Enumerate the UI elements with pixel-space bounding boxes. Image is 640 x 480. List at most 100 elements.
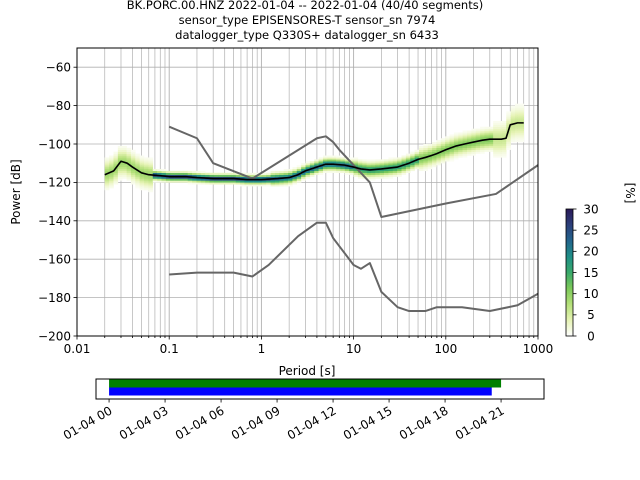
heatmap-cell <box>458 140 463 143</box>
heatmap-cell <box>117 151 123 154</box>
heatmap-cell <box>418 168 424 172</box>
heatmap-cell <box>309 172 315 175</box>
heatmap-cell <box>196 172 202 175</box>
heatmap-cell <box>209 178 215 181</box>
heatmap-cell <box>497 136 503 139</box>
heatmap-cell <box>427 157 433 160</box>
heatmap-cell <box>192 172 197 175</box>
heatmap-cell <box>283 178 289 181</box>
heatmap-cell <box>519 107 525 110</box>
heatmap-cell <box>488 142 494 145</box>
heatmap-cell <box>187 170 193 173</box>
heatmap-cell <box>174 176 180 179</box>
heatmap-cell <box>318 170 324 173</box>
heatmap-cell <box>314 170 319 173</box>
heatmap-cell <box>418 153 424 156</box>
heatmap-cell <box>488 130 494 133</box>
heatmap-cell <box>510 136 516 139</box>
heatmap-cell <box>209 180 215 183</box>
heatmap-cell <box>296 168 302 172</box>
heatmap-cell <box>135 153 140 156</box>
heatmap-cell <box>144 161 149 164</box>
heatmap-cell <box>117 172 123 175</box>
colorbar-fill <box>565 208 574 337</box>
heatmap-cell <box>104 159 110 162</box>
heatmap-cell <box>200 182 206 185</box>
heatmap-cell <box>279 172 284 175</box>
heatmap-cell <box>501 136 507 139</box>
heatmap-cell <box>449 134 455 137</box>
heatmap-cell <box>222 172 228 175</box>
heatmap-cell <box>405 170 411 173</box>
heatmap-cell <box>506 140 511 143</box>
heatmap-cell <box>349 167 354 170</box>
heatmap-cell <box>135 174 140 177</box>
heatmap-cell <box>318 167 324 170</box>
heatmap-cell <box>152 180 158 183</box>
heatmap-cell <box>493 145 498 149</box>
heatmap-cell <box>362 167 367 170</box>
heatmap-cell <box>327 157 332 160</box>
heatmap-cell <box>497 140 503 143</box>
heatmap-cell <box>510 140 516 143</box>
heatmap-cell <box>519 136 525 139</box>
heatmap-cell <box>126 161 132 164</box>
heatmap-cell <box>379 159 385 162</box>
heatmap-cell <box>497 149 503 152</box>
heatmap-cell <box>344 163 350 166</box>
heatmap-cell <box>305 167 311 170</box>
heatmap-cell <box>231 176 236 179</box>
heatmap-cell <box>366 163 372 166</box>
availability-bar-green <box>109 379 502 388</box>
heatmap-cell <box>458 147 463 150</box>
heatmap-cell <box>135 182 140 185</box>
x-tick-label: 0.01 <box>64 342 91 356</box>
heatmap-cell <box>170 180 175 183</box>
colorbar-tick-label: 25 <box>583 223 598 237</box>
heatmap-cell <box>305 163 311 166</box>
heatmap-cell <box>139 186 145 189</box>
heatmap-cell <box>292 172 298 175</box>
heatmap-cell <box>488 149 494 152</box>
heatmap-cell <box>213 172 219 175</box>
heatmap-cell <box>126 153 132 156</box>
heatmap-cell <box>436 161 442 164</box>
heatmap-cell <box>501 149 507 152</box>
heatmap-cell <box>117 149 123 152</box>
heatmap-cell <box>379 165 385 168</box>
heatmap-cell <box>480 136 485 139</box>
heatmap-cell <box>288 168 293 172</box>
heatmap-cell <box>506 136 511 139</box>
heatmap-cell <box>104 188 110 191</box>
heatmap-cell <box>506 134 511 137</box>
heatmap-cell <box>213 180 219 183</box>
heatmap-cell <box>130 161 136 164</box>
heatmap-cell <box>161 168 167 172</box>
heatmap-cell <box>174 172 180 175</box>
heatmap-cell <box>235 176 241 179</box>
heatmap-cell <box>466 132 472 135</box>
heatmap-cell <box>109 167 114 170</box>
heatmap-cell <box>248 180 254 183</box>
heatmap-cell <box>506 142 511 145</box>
y-tick-label: −80 <box>46 99 71 113</box>
heatmap-cell <box>484 130 490 133</box>
heatmap-cell <box>130 172 136 175</box>
heatmap-cell <box>401 170 407 173</box>
heatmap-cell <box>122 176 127 179</box>
heatmap-cell <box>270 170 276 173</box>
heatmap-cell <box>117 165 123 168</box>
heatmap-cell <box>205 174 210 177</box>
heatmap-cell <box>253 182 258 185</box>
heatmap-cell <box>318 159 324 162</box>
heatmap-cell <box>301 176 306 179</box>
heatmap-cell <box>449 136 455 139</box>
heatmap-cell <box>384 174 389 177</box>
heatmap-cell <box>466 134 472 137</box>
x-tick-label: 0.1 <box>160 342 179 356</box>
heatmap-cell <box>384 168 389 172</box>
heatmap-cell <box>357 172 363 175</box>
heatmap-cell <box>497 120 503 124</box>
heatmap-cell <box>183 172 188 175</box>
heatmap-cell <box>222 174 228 177</box>
